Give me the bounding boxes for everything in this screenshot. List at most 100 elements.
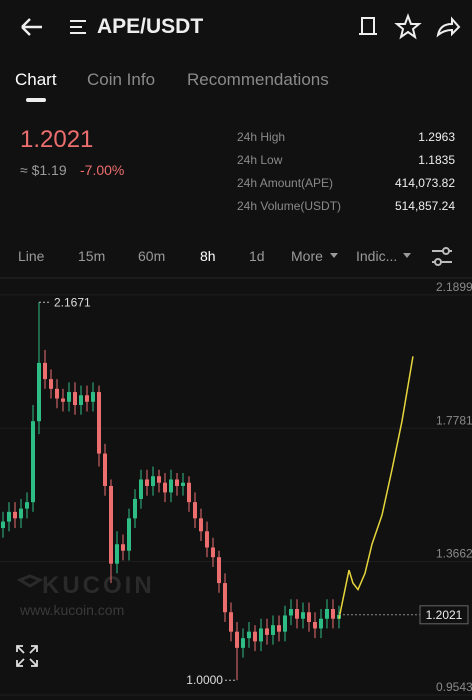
chart: 2.1899 1.7781 1.3662 0.9543 2.1671 1.0000 1.20… (0, 280, 472, 696)
candle-body (276, 625, 281, 632)
y-tick-label: 0.9543 (436, 680, 472, 694)
fiat-price: ≈ $1.19 (20, 162, 67, 178)
candle-body (144, 479, 149, 486)
candle-body (12, 511, 17, 519)
candle-body (246, 631, 251, 639)
candle-body (156, 476, 161, 483)
candle-body (24, 502, 29, 509)
watermark-url: www.kucoin.com (20, 602, 125, 618)
settings-knob (434, 258, 442, 266)
candle-body (204, 531, 209, 548)
watermark-logo (16, 574, 44, 588)
candle-body (120, 544, 125, 551)
last-price-label: 1.2021 (426, 608, 463, 622)
candle-body (132, 498, 137, 519)
interval-more[interactable]: More (291, 248, 323, 264)
candle-body (6, 511, 11, 522)
tab[interactable]: Coin Info (87, 70, 156, 89)
candle-body (318, 618, 323, 629)
candle-body (216, 557, 221, 584)
favorite-icon[interactable] (394, 13, 422, 40)
candle-body (42, 362, 47, 380)
candle-body (312, 621, 317, 629)
tab[interactable]: Recommendations (187, 70, 329, 89)
low-marker-label: 1.0000 (186, 673, 223, 687)
candle-body (36, 362, 41, 422)
last-price: 1.2021 (20, 126, 94, 153)
watermark-brand: KUCOIN (42, 572, 155, 599)
stat-value: 1.2963 (418, 130, 455, 144)
last-price-box (419, 605, 469, 625)
candle-body (294, 609, 299, 619)
pair-title: APE/USDT (97, 15, 204, 38)
candle-body (240, 638, 245, 648)
candle-body (198, 518, 203, 532)
candle-body (162, 482, 167, 493)
interval[interactable]: 60m (138, 248, 166, 264)
candle-body (228, 612, 233, 632)
candle-body (168, 479, 173, 493)
change: -7.00% (80, 162, 125, 178)
candle-body (180, 482, 185, 486)
candle-body (270, 625, 275, 635)
candle-body (90, 392, 95, 402)
interval[interactable]: 8h (200, 248, 216, 264)
back-icon[interactable] (21, 18, 42, 36)
candle-body (324, 609, 329, 619)
caret (330, 253, 411, 258)
stat-value: 1.1835 (418, 153, 455, 167)
y-tick-label: 1.7781 (436, 413, 472, 427)
candle-body (0, 521, 5, 529)
stat-label: 24h Low (237, 153, 283, 167)
tab-indicator (26, 98, 46, 102)
stat-label: 24h Volume(USDT) (237, 199, 342, 213)
candle-body (234, 631, 239, 648)
interval[interactable]: 15m (78, 248, 106, 264)
candle-body (102, 453, 107, 486)
candle-body (252, 631, 257, 642)
candle-body (192, 502, 197, 519)
stat-label: 24h Amount(APE) (237, 176, 334, 190)
candle-body (186, 482, 191, 503)
candle-body (258, 628, 263, 642)
header-icons (21, 13, 461, 102)
candle-body (108, 485, 113, 564)
candle-body (72, 392, 77, 405)
candle-body (114, 544, 119, 564)
fullscreen-icon[interactable] (16, 645, 38, 667)
candle-body (210, 547, 215, 558)
high-marker-label: 2.1671 (54, 295, 91, 309)
candle-body (30, 421, 35, 503)
candle-body (48, 379, 53, 389)
candle-body (66, 392, 71, 402)
candle-body (174, 479, 179, 486)
tab[interactable]: Chart (15, 70, 57, 89)
candle-body (54, 388, 59, 399)
candle-body (126, 518, 131, 551)
settings-knob (442, 247, 450, 255)
candle-body (300, 612, 305, 619)
candle-body (96, 392, 101, 454)
menu-icon[interactable] (70, 20, 86, 34)
stat-label: 24h High (237, 130, 286, 144)
interval[interactable]: Line (18, 248, 45, 264)
share-icon[interactable] (436, 16, 461, 38)
candle-body (306, 612, 311, 622)
candle-body (222, 583, 227, 613)
candle-body (150, 476, 155, 486)
candle-body (60, 398, 65, 402)
candle-body (282, 615, 287, 632)
candle-body (138, 479, 143, 499)
candle-body (18, 508, 23, 519)
candle-body (330, 609, 335, 619)
candle-body (264, 628, 269, 635)
overlay-line (338, 356, 414, 619)
interval[interactable]: 1d (249, 248, 265, 264)
y-tick-label: 1.3662 (436, 547, 472, 561)
candle-body (78, 395, 83, 405)
stat-value: 514,857.24 (394, 199, 455, 213)
indicators[interactable]: Indic... (356, 248, 398, 264)
alert-icon[interactable] (359, 17, 377, 35)
candle-body (288, 609, 293, 616)
